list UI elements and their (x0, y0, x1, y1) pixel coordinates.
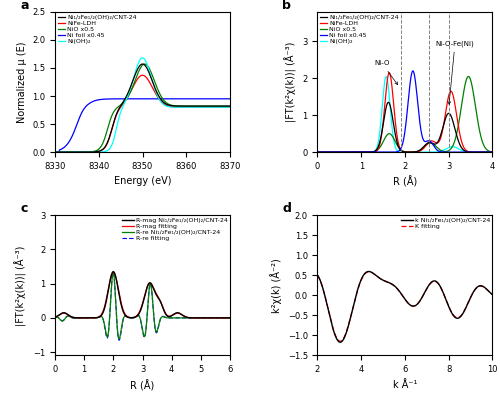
X-axis label: R (Å): R (Å) (393, 177, 417, 188)
Text: b: b (282, 0, 292, 12)
Text: Ni-O: Ni-O (374, 60, 398, 85)
Text: Ni-O-Fe(Ni): Ni-O-Fe(Ni) (436, 40, 474, 104)
Legend: Ni₁/₂Fe₁/₂(OH)₂/CNT-24, NiFe-LDH, NiO x0.5, Ni foil x0.45, Ni(OH)₂: Ni₁/₂Fe₁/₂(OH)₂/CNT-24, NiFe-LDH, NiO x0… (320, 14, 400, 44)
X-axis label: k Å⁻¹: k Å⁻¹ (393, 380, 417, 390)
Y-axis label: |FT(k²χ(k))| (Å⁻³): |FT(k²χ(k))| (Å⁻³) (284, 42, 297, 122)
Legend: Ni₁/₂Fe₁/₂(OH)₂/CNT-24, NiFe-LDH, NiO x0.5, Ni foil x0.45, Ni(OH)₂: Ni₁/₂Fe₁/₂(OH)₂/CNT-24, NiFe-LDH, NiO x0… (57, 14, 137, 44)
X-axis label: Energy (eV): Energy (eV) (114, 177, 171, 186)
Y-axis label: k²χ(k) (Å⁻²): k²χ(k) (Å⁻²) (270, 258, 282, 313)
Text: a: a (20, 0, 28, 12)
X-axis label: R (Å): R (Å) (130, 380, 154, 391)
Y-axis label: Normalized μ (E): Normalized μ (E) (16, 41, 26, 123)
Text: c: c (20, 202, 28, 215)
Y-axis label: |FT(k²χ(k))| (Å⁻³): |FT(k²χ(k))| (Å⁻³) (15, 245, 28, 325)
Legend: R-mag Ni₁/₂Fe₁/₂(OH)₂/CNT-24, R-mag fitting, R-re Ni₁/₂Fe₁/₂(OH)₂/CNT-24, R-re f: R-mag Ni₁/₂Fe₁/₂(OH)₂/CNT-24, R-mag fitt… (122, 217, 228, 242)
Legend: k Ni₁/₂Fe₁/₂(OH)₂/CNT-24, K fitting: k Ni₁/₂Fe₁/₂(OH)₂/CNT-24, K fitting (401, 217, 490, 230)
Text: d: d (282, 202, 292, 215)
